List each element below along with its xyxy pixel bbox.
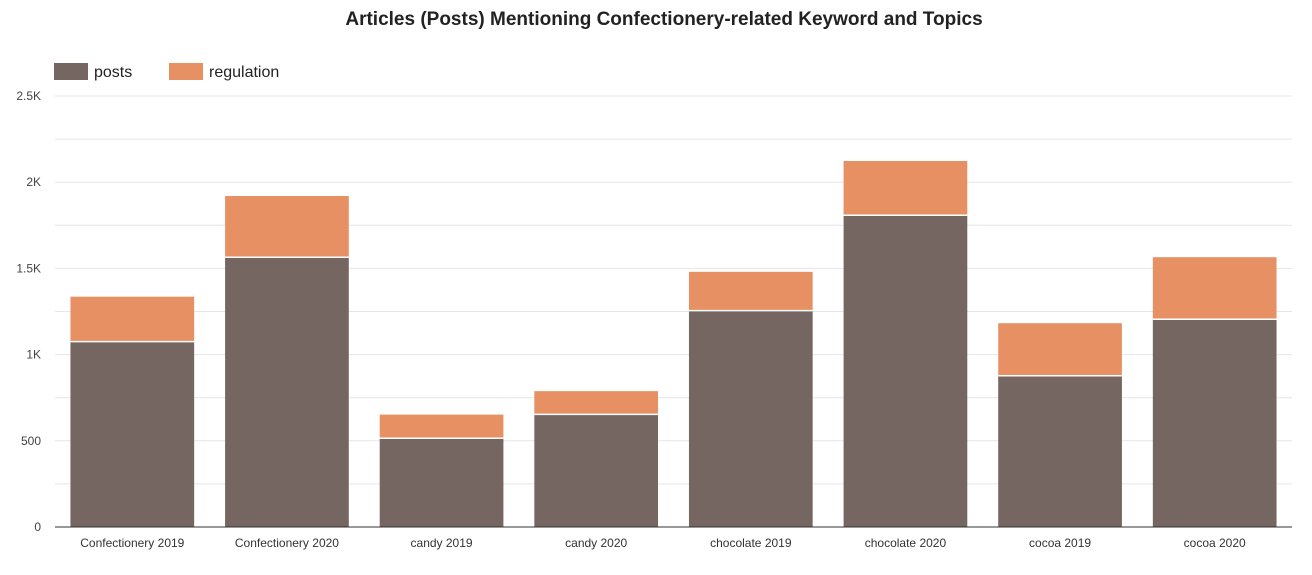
bar-posts — [688, 310, 813, 527]
x-tick-label: chocolate 2020 — [865, 536, 947, 550]
legend-label-regulation: regulation — [209, 64, 279, 81]
bar-posts — [379, 438, 504, 527]
x-tick-label: Confectionery 2019 — [80, 536, 184, 550]
bar-regulation — [70, 296, 195, 342]
bar-regulation — [379, 414, 504, 439]
bar-posts — [843, 215, 968, 528]
y-tick-label: 2K — [26, 175, 41, 189]
chart-title: Articles (Posts) Mentioning Confectioner… — [345, 9, 982, 30]
x-axis: Confectionery 2019 Confectionery 2020 cand… — [55, 526, 1292, 550]
bar-regulation — [998, 323, 1122, 376]
x-tick-label: candy 2019 — [411, 536, 473, 550]
y-tick-label: 2.5K — [16, 89, 41, 103]
bar-regulation — [688, 271, 813, 311]
legend-label-posts: posts — [94, 64, 132, 81]
bar-posts — [1152, 319, 1277, 527]
x-tick-label: cocoa 2019 — [1029, 536, 1091, 550]
y-tick-label: 500 — [21, 434, 41, 448]
x-tick-label: candy 2020 — [565, 536, 627, 550]
bar-regulation — [843, 160, 968, 216]
bars-layer — [70, 160, 1277, 528]
bar-regulation — [1152, 257, 1277, 320]
x-tick-label: cocoa 2020 — [1184, 536, 1246, 550]
y-tick-label: 1.5K — [16, 261, 41, 275]
y-tick-label: 1K — [26, 348, 41, 362]
bar-regulation — [225, 195, 349, 258]
bar-posts — [998, 375, 1122, 527]
legend-swatch-posts — [54, 63, 88, 80]
x-tick-label: chocolate 2019 — [710, 536, 792, 550]
legend: posts regulation — [54, 63, 279, 81]
legend-swatch-regulation — [169, 63, 203, 80]
y-axis: 0 500 1K 1.5K 2K 2.5K — [16, 89, 41, 534]
bar-regulation — [534, 391, 659, 415]
bar-posts — [70, 341, 195, 527]
x-tick-label: Confectionery 2020 — [235, 536, 339, 550]
bar-posts — [225, 257, 349, 527]
bar-posts — [534, 414, 659, 527]
y-tick-label: 0 — [34, 520, 41, 534]
